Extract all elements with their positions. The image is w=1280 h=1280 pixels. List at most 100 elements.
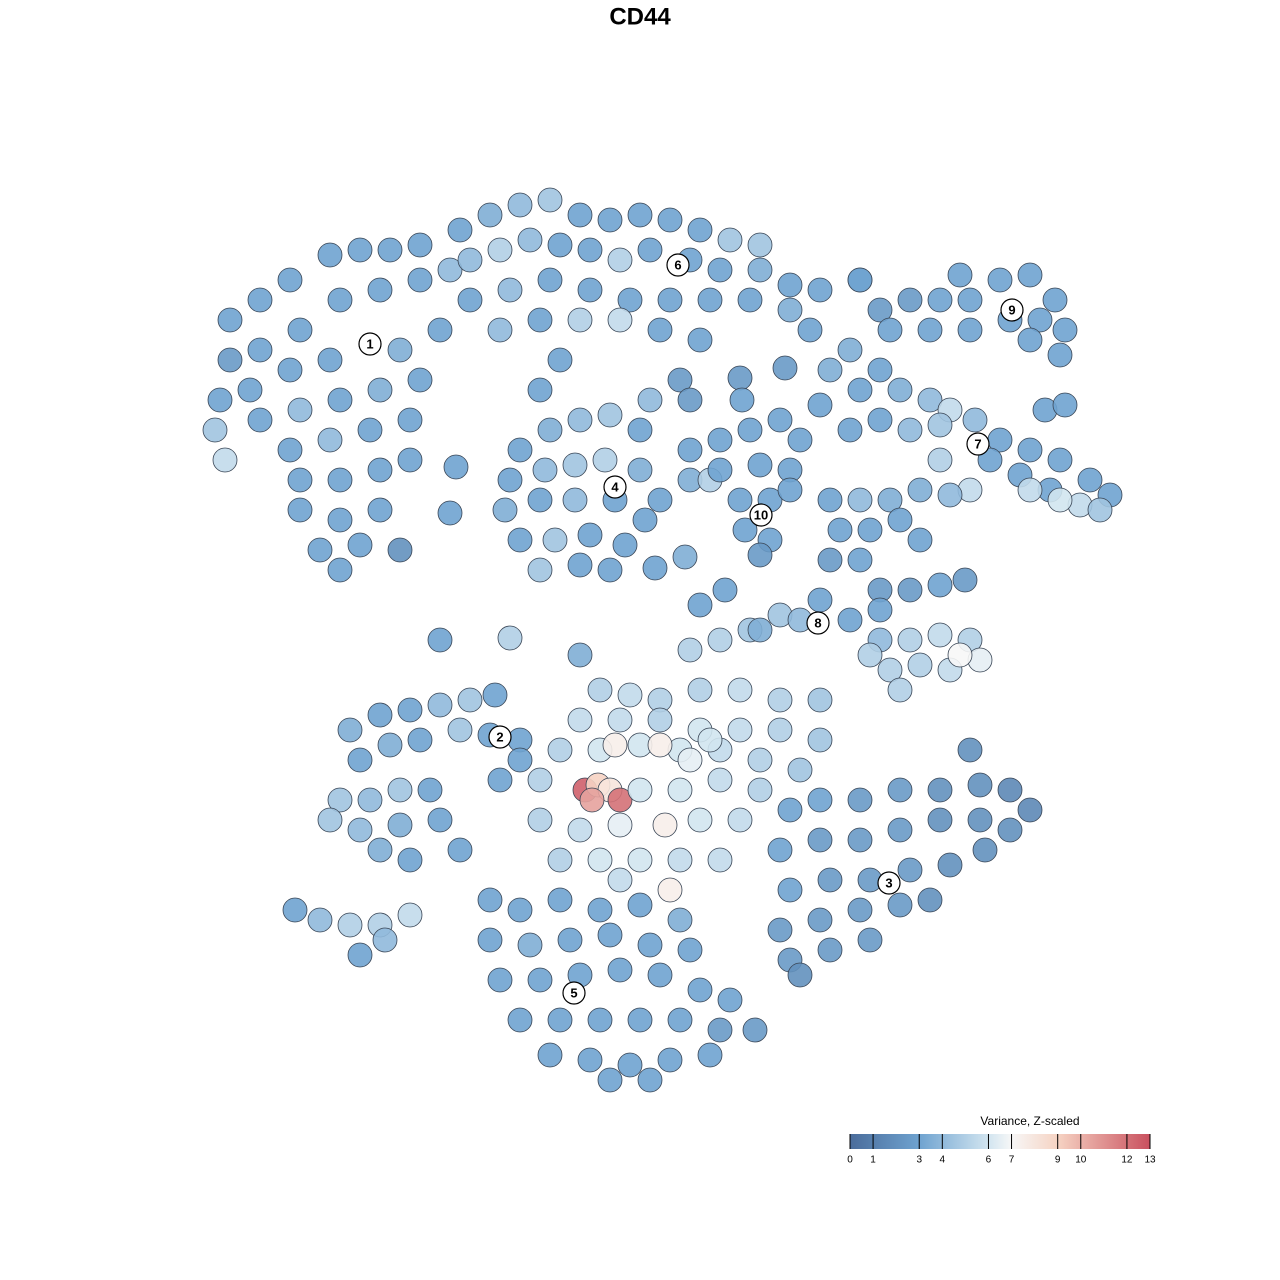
point (637, 1067, 663, 1093)
point (787, 962, 813, 988)
point (527, 557, 553, 583)
point (547, 1007, 573, 1033)
point (837, 607, 863, 633)
point (557, 927, 583, 953)
point (847, 487, 873, 513)
point (282, 897, 308, 923)
point (897, 287, 923, 313)
point (357, 417, 383, 443)
point (477, 927, 503, 953)
point (367, 277, 393, 303)
point (807, 907, 833, 933)
point (847, 377, 873, 403)
point (747, 452, 773, 478)
point (317, 807, 343, 833)
points (202, 187, 1123, 1093)
point (787, 427, 813, 453)
point (607, 957, 633, 983)
point (837, 417, 863, 443)
point (527, 807, 553, 833)
point (637, 387, 663, 413)
point (717, 987, 743, 1013)
point (587, 847, 613, 873)
cluster-label-badge (877, 871, 901, 895)
point (737, 287, 763, 313)
point (367, 702, 393, 728)
point (427, 627, 453, 653)
point (727, 677, 753, 703)
cluster-label: 10 (754, 507, 768, 522)
point (677, 937, 703, 963)
point (367, 837, 393, 863)
point (562, 452, 588, 478)
point (707, 847, 733, 873)
point (437, 500, 463, 526)
point (367, 377, 393, 403)
point (407, 232, 433, 258)
point (917, 387, 943, 413)
point (567, 407, 593, 433)
point (507, 747, 533, 773)
point (767, 687, 793, 713)
point (497, 625, 523, 651)
point (897, 577, 923, 603)
point (487, 967, 513, 993)
point (927, 447, 953, 473)
point (677, 437, 703, 463)
point (587, 677, 613, 703)
point (602, 732, 628, 758)
point (327, 287, 353, 313)
cluster-label-badge (562, 981, 586, 1005)
point (747, 777, 773, 803)
point (567, 817, 593, 843)
point (917, 317, 943, 343)
point (347, 237, 373, 263)
point (607, 307, 633, 333)
point (507, 437, 533, 463)
cluster-label: 9 (1008, 302, 1015, 317)
point (347, 817, 373, 843)
point (657, 877, 683, 903)
point (697, 727, 723, 753)
point (567, 552, 593, 578)
cluster-label: 2 (496, 729, 503, 744)
point (397, 697, 423, 723)
point (307, 907, 333, 933)
point (372, 927, 398, 953)
point (567, 202, 593, 228)
point (867, 407, 893, 433)
point (497, 277, 523, 303)
point (917, 887, 943, 913)
colorbar-tick-label: 7 (1009, 1155, 1015, 1166)
point (1017, 797, 1043, 823)
point (212, 447, 238, 473)
point (377, 237, 403, 263)
colorbar-gradient (850, 1134, 1150, 1149)
point (867, 597, 893, 623)
point (1027, 307, 1053, 333)
colorbar-tick-label: 1 (870, 1155, 876, 1166)
point (587, 1007, 613, 1033)
cluster-label-badge (749, 503, 773, 527)
point (687, 807, 713, 833)
point (657, 207, 683, 233)
point (817, 487, 843, 513)
point (427, 807, 453, 833)
point (617, 287, 643, 313)
point (767, 837, 793, 863)
point (742, 1017, 768, 1043)
cluster-label-badge (966, 432, 990, 456)
point (707, 457, 733, 483)
point (732, 517, 758, 543)
point (887, 817, 913, 843)
point (567, 642, 593, 668)
point (647, 487, 673, 513)
point (487, 767, 513, 793)
point (747, 617, 773, 643)
point (317, 242, 343, 268)
point (707, 627, 733, 653)
point (307, 537, 333, 563)
point (847, 787, 873, 813)
point (747, 542, 773, 568)
